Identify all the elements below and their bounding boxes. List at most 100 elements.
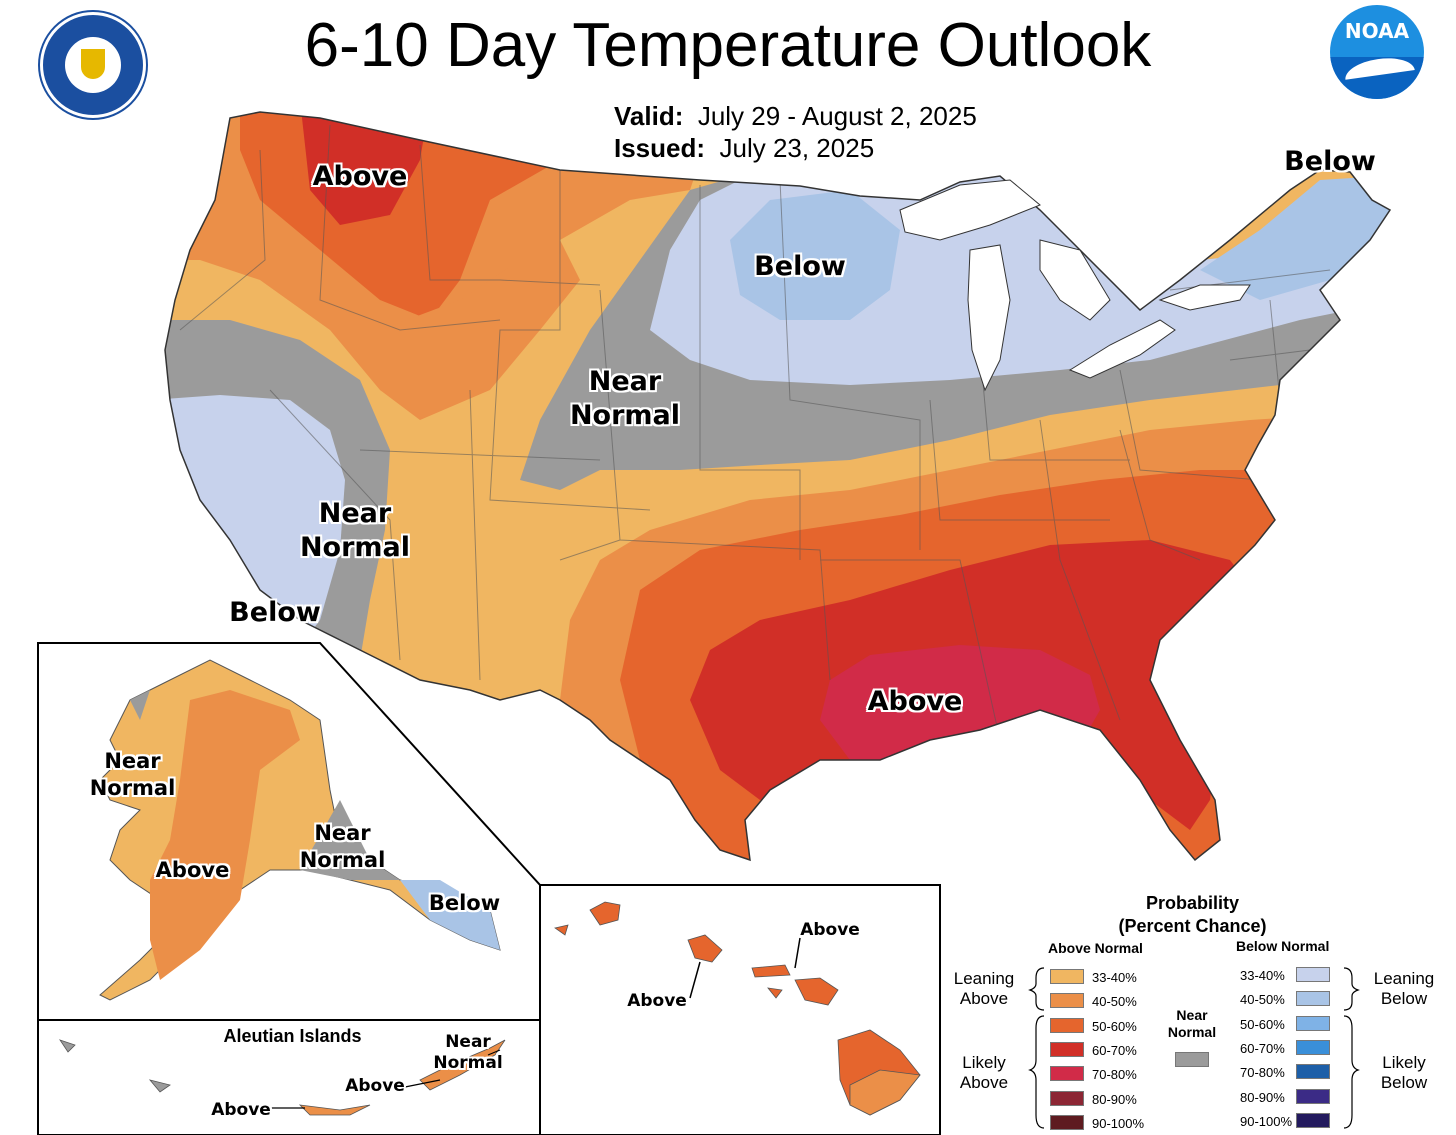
- label-hawaii-north-above: Above: [800, 920, 860, 940]
- aleutian-inset-frame: [37, 1019, 541, 1135]
- label-plains-line1: Near: [588, 366, 662, 397]
- label-alaska-west-line2: Normal: [89, 776, 176, 800]
- legend-below-row: 60-70%: [1240, 1039, 1350, 1057]
- upper-midwest-40-50-below-region: [730, 190, 900, 320]
- great-lakes: [899, 179, 1251, 392]
- legend-below-swatch: [1296, 1015, 1330, 1031]
- legend-likely-above-line1: Likely: [962, 1053, 1006, 1072]
- legend-below-swatch: [1296, 1088, 1330, 1104]
- legend-below-range-label: 33-40%: [1240, 968, 1285, 983]
- legend-below-row: 90-100%: [1240, 1112, 1350, 1130]
- legend-title: Probability (Percent Chance): [1090, 892, 1295, 938]
- legend-likely-below-label: Likely Below: [1364, 1053, 1444, 1093]
- legend-above-swatch: [1050, 969, 1084, 984]
- legend-below-range-label: 40-50%: [1240, 992, 1285, 1008]
- label-aleutian-above-east: Above: [345, 1076, 405, 1096]
- legend-near-normal-label: Near Normal: [1163, 1007, 1221, 1041]
- label-alaska-south-line2: Normal: [299, 848, 386, 872]
- legend-below-swatch: [1296, 1112, 1330, 1128]
- legend-leaning-above-label: Leaning Above: [948, 969, 1020, 1009]
- state-boundaries: [179, 124, 1331, 741]
- legend-likely-below-line1: Likely: [1382, 1053, 1426, 1072]
- legend-below-range-label: 90-100%: [1240, 1113, 1293, 1129]
- legend-near-line1: Near: [1176, 1007, 1208, 1023]
- valid-value: July 29 - August 2, 2025: [697, 101, 977, 131]
- legend-above-row: 70-80%: [1050, 1065, 1160, 1083]
- legend-above-row: 90-100%: [1050, 1114, 1160, 1132]
- label-plains-near-normal: Near Normal: [560, 365, 690, 433]
- aleutian-islands-shape: [59, 1039, 506, 1116]
- legend-below-swatch: [1296, 991, 1330, 1007]
- legend-below-range-label: 60-70%: [1240, 1040, 1285, 1056]
- legend-likely-above-label: Likely Above: [948, 1053, 1020, 1093]
- legend-likely-above-line2: Above: [959, 1073, 1009, 1092]
- hawaii-leader-lines: [689, 937, 801, 999]
- valid-label: Valid:: [614, 101, 684, 131]
- legend-above-row: 33-40%: [1050, 968, 1160, 986]
- lake-huron: [1039, 239, 1111, 321]
- label-alaska-central-above: Above: [155, 858, 230, 882]
- legend-above-row: 80-90%: [1050, 1090, 1160, 1108]
- noaa-logo: NOAA: [1330, 5, 1424, 99]
- label-aleutian-near-normal: Near Normal: [430, 1032, 506, 1074]
- aleutian-leader-lines: [270, 1049, 501, 1109]
- label-aleutian-near-line1: Near: [445, 1032, 491, 1052]
- issued-label: Issued:: [614, 133, 706, 163]
- legend-below-range-label: 70-80%: [1240, 1065, 1285, 1081]
- label-alaska-west-near-normal: Near Normal: [80, 748, 185, 802]
- label-hawaii-west-above: Above: [627, 991, 687, 1011]
- label-california-line1: Near: [318, 498, 392, 529]
- legend-near-line2: Normal: [1167, 1024, 1217, 1040]
- legend-above-header: Above Normal: [1048, 940, 1143, 956]
- label-southeast-above: Above: [867, 686, 963, 717]
- legend-below-row: 33-40%: [1240, 966, 1350, 984]
- aleutian-title: Aleutian Islands: [223, 1026, 362, 1046]
- lake-ontario: [1158, 284, 1251, 311]
- legend-below-row: 70-80%: [1240, 1063, 1350, 1081]
- legend-above-range-label: 33-40%: [1092, 970, 1137, 985]
- legend-leaning-above-line1: Leaning: [953, 969, 1015, 988]
- hawaii-islands-shape: [554, 901, 921, 1116]
- commerce-seal-logo: [40, 12, 146, 118]
- label-california-near-normal: Near Normal: [290, 497, 420, 565]
- label-plains-line2: Normal: [569, 400, 681, 431]
- legend-above-range-label: 80-90%: [1092, 1091, 1137, 1107]
- legend-below-swatch: [1296, 1064, 1330, 1080]
- legend-above-range-label: 40-50%: [1092, 994, 1137, 1010]
- legend-leaning-below-line1: Leaning: [1373, 969, 1435, 988]
- label-alaska-south-line1: Near: [314, 821, 371, 845]
- legend-leaning-below-label: Leaning Below: [1364, 969, 1444, 1009]
- great-basin-40-50-region: [380, 240, 580, 420]
- legend-above-swatch: [1050, 993, 1084, 1009]
- legend-above-swatch: [1050, 1041, 1084, 1057]
- legend-below-range-label: 80-90%: [1240, 1089, 1285, 1105]
- label-alaska-south-near-normal: Near Normal: [290, 820, 395, 874]
- legend-leaning-above-line2: Above: [959, 989, 1009, 1008]
- legend-below-swatch: [1296, 1039, 1330, 1055]
- legend-title-line2: (Percent Chance): [1118, 916, 1267, 936]
- legend-above-range-label: 90-100%: [1092, 1115, 1145, 1131]
- noaa-logo-text: NOAA: [1344, 19, 1410, 43]
- label-california-line2: Normal: [299, 532, 411, 563]
- legend-above-range-label: 50-60%: [1092, 1018, 1137, 1034]
- label-northeast-below: Below: [1284, 146, 1376, 177]
- label-alaska-west-line1: Near: [104, 749, 161, 773]
- legend-above-swatch: [1050, 1066, 1084, 1082]
- legend-above-swatch: [1050, 1017, 1084, 1033]
- label-great-lakes-below: Below: [754, 251, 846, 282]
- legend-leaning-below-line2: Below: [1380, 989, 1428, 1008]
- legend-title-line1: Probability: [1145, 893, 1239, 913]
- page-title: 6-10 Day Temperature Outlook: [304, 11, 1152, 80]
- legend-below-row: 80-90%: [1240, 1088, 1350, 1106]
- label-southern-california-below: Below: [229, 597, 321, 628]
- legend-above-swatch: [1050, 1114, 1084, 1130]
- label-alaska-southeast-below: Below: [428, 891, 501, 915]
- legend-above-row: 60-70%: [1050, 1041, 1160, 1059]
- issued-value: July 23, 2025: [719, 133, 875, 163]
- legend-below-row: 40-50%: [1240, 990, 1350, 1008]
- label-aleutian-above-west: Above: [211, 1100, 271, 1120]
- legend-above-range-label: 70-80%: [1092, 1067, 1137, 1083]
- label-aleutian-near-line2: Normal: [433, 1053, 503, 1073]
